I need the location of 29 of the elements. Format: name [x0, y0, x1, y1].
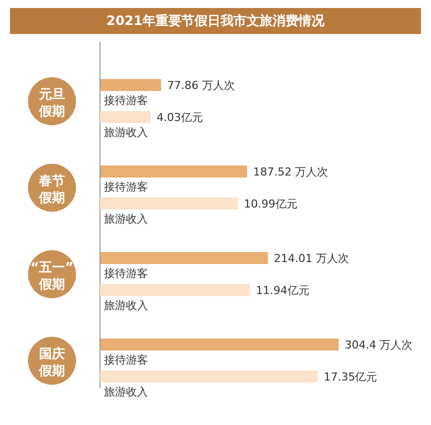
- text: 旅游收入: [104, 299, 148, 312]
- bar: [100, 252, 268, 264]
- y-tick-label: 元旦假期: [38, 87, 65, 120]
- bar: [100, 79, 162, 91]
- data-label: 11.94亿元: [256, 284, 310, 297]
- data-label: 77.86 万人次: [167, 79, 236, 92]
- bar: [100, 370, 318, 382]
- y-tick-label: “五一”假期: [30, 260, 74, 292]
- series-label: 接待游客: [104, 94, 148, 107]
- data-label: 17.35亿元: [324, 370, 378, 384]
- y-tick-label: 春节假期: [38, 174, 65, 206]
- bar: [100, 111, 151, 123]
- data-label: 304.4 万人次: [344, 338, 413, 352]
- bar: [100, 166, 248, 178]
- text: 接待游客: [104, 180, 148, 194]
- bar: [100, 338, 339, 350]
- data-label: 4.03亿元: [156, 111, 204, 124]
- text: 旅游收入: [104, 212, 148, 226]
- data-label: 10.99亿元: [244, 198, 298, 210]
- y-tick-label: 国庆假期: [38, 346, 65, 379]
- data-label: 187.52 万人次: [253, 166, 328, 178]
- series-label: 旅游收入: [104, 126, 148, 139]
- bar: [100, 198, 238, 210]
- bar: [100, 284, 250, 296]
- text: 接待游客: [104, 267, 148, 280]
- chart-title: 2021年重要节假日我市文旅消费情况: [10, 8, 421, 34]
- text: 接待游客: [104, 354, 148, 366]
- data-label: 214.01 万人次: [274, 252, 349, 265]
- text: 旅游收入: [104, 386, 148, 398]
